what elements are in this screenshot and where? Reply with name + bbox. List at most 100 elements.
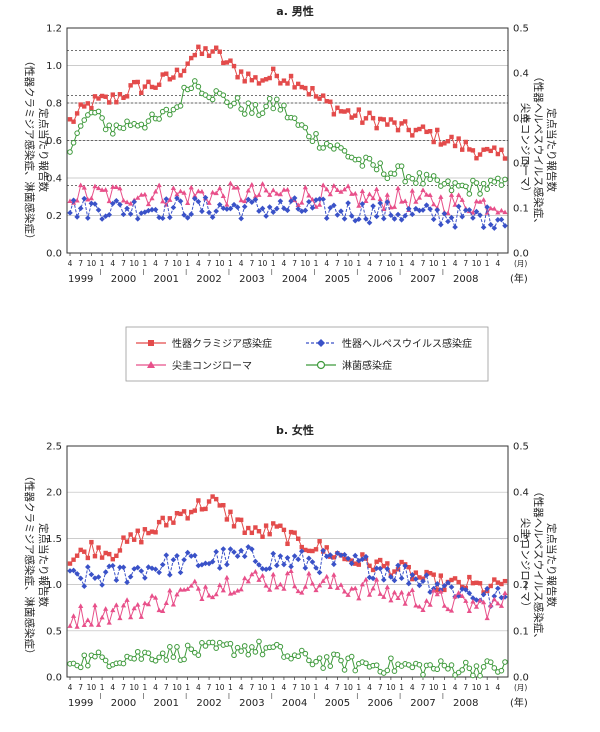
- data-point: [452, 180, 458, 186]
- data-point: [487, 659, 494, 665]
- x-month-tick-label: 7: [378, 259, 383, 268]
- data-point: [231, 201, 237, 208]
- x-month-tick-label: 1: [356, 259, 361, 268]
- data-point: [381, 117, 386, 122]
- data-point: [473, 597, 480, 603]
- data-point: [449, 577, 454, 583]
- data-point: [338, 145, 344, 151]
- data-point: [164, 523, 169, 528]
- data-point: [363, 660, 369, 667]
- data-point: [263, 523, 269, 528]
- x-month-ticks: 4 7 10 1 4 7 10 1 4 7 10 1 4 7 10 1 4 7 10 1 4 7 10 1 4 7 10 1 4 7 10 1…: [68, 677, 527, 692]
- data-point: [274, 584, 280, 590]
- data-point: [156, 214, 162, 221]
- data-point: [199, 640, 205, 646]
- data-point: [209, 639, 216, 646]
- data-point: [374, 186, 380, 192]
- data-point: [323, 654, 330, 660]
- data-point: [388, 212, 394, 219]
- legend-item-condyloma: 尖圭コンジローマ: [136, 359, 252, 372]
- data-point: [231, 185, 237, 190]
- data-point: [131, 79, 137, 85]
- x-month-tick-label: 1: [356, 683, 361, 692]
- data-point: [117, 201, 123, 208]
- data-point: [159, 561, 166, 568]
- data-point: [356, 203, 362, 208]
- data-point: [310, 548, 315, 554]
- x-month-tick-label: 1: [228, 259, 233, 268]
- data-point: [445, 579, 451, 586]
- x-year-label: 2005: [325, 274, 350, 285]
- data-point: [224, 517, 230, 522]
- data-point: [241, 203, 248, 210]
- data-point: [477, 597, 483, 603]
- x-month-tick-label: 10: [472, 683, 482, 692]
- data-point: [117, 564, 123, 571]
- data-point: [295, 202, 301, 208]
- data-point: [106, 211, 113, 218]
- right-ylabel-line3: 尖圭コンジローマ）: [519, 103, 532, 198]
- data-point: [345, 183, 351, 189]
- x-month-tick-label: 7: [421, 259, 426, 268]
- data-point: [413, 602, 419, 608]
- data-point: [402, 119, 408, 124]
- data-point: [338, 582, 344, 587]
- data-point: [120, 602, 127, 608]
- x-month-tick-label: 10: [172, 683, 182, 692]
- left-y-ticks: 0.0 0.2 0.4 0.6 0.8 1.0 1.2: [46, 24, 62, 260]
- data-point: [163, 196, 170, 202]
- data-point: [435, 587, 440, 593]
- data-point: [228, 58, 233, 63]
- data-point: [238, 648, 244, 654]
- data-point: [498, 207, 505, 213]
- data-point: [395, 567, 401, 572]
- data-point: [271, 66, 276, 72]
- right-ylabel-female: 定点当たり報告数 （性器ヘルペスウイルス感染症、 尖圭コンジローマ）: [519, 486, 558, 644]
- data-point: [491, 665, 498, 671]
- right-y-tick-label: 0.5: [513, 442, 529, 453]
- data-point: [267, 531, 272, 537]
- data-point: [388, 204, 394, 210]
- data-point: [192, 508, 197, 513]
- data-point: [245, 578, 251, 584]
- x-year-label: 2007: [410, 698, 435, 709]
- data-point: [288, 563, 294, 570]
- data-point: [391, 204, 398, 209]
- data-point: [249, 571, 255, 577]
- data-point: [310, 86, 315, 91]
- data-point: [399, 559, 404, 565]
- data-point: [199, 188, 205, 194]
- data-point: [259, 565, 266, 572]
- data-point: [167, 197, 173, 202]
- data-point: [473, 180, 480, 186]
- data-point: [224, 201, 230, 207]
- data-point: [185, 586, 191, 591]
- year-unit-label: (年): [510, 696, 528, 709]
- data-point: [435, 127, 440, 133]
- data-point: [413, 127, 419, 133]
- data-point: [495, 580, 501, 585]
- data-point: [366, 191, 373, 197]
- right-y-tick-label: 0.1: [513, 204, 529, 215]
- data-point: [498, 182, 505, 188]
- data-point: [341, 148, 348, 154]
- data-point: [463, 598, 469, 603]
- data-point: [85, 555, 91, 561]
- data-point: [81, 652, 88, 659]
- data-point: [77, 575, 84, 582]
- data-point: [491, 596, 497, 602]
- x-year-label: 2000: [111, 698, 136, 709]
- gridlines: [67, 27, 508, 254]
- x-year-label: 2006: [367, 698, 392, 709]
- data-point: [92, 554, 98, 559]
- data-point: [381, 594, 387, 599]
- data-point: [234, 587, 241, 593]
- data-point: [313, 587, 319, 593]
- data-point: [209, 214, 216, 220]
- series-chlamydia: [67, 494, 508, 595]
- data-point: [209, 558, 216, 565]
- data-point: [334, 652, 341, 658]
- x-month-tick-label: 10: [215, 259, 225, 268]
- data-point: [274, 205, 280, 212]
- data-point: [220, 587, 226, 593]
